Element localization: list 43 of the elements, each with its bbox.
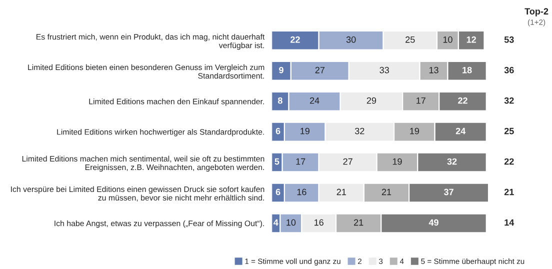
data-label: 10 bbox=[286, 219, 296, 226]
data-label: 24 bbox=[310, 97, 320, 104]
data-label: 27 bbox=[315, 66, 324, 74]
text: 53 bbox=[504, 36, 514, 43]
data-label: 16 bbox=[297, 188, 306, 196]
data-label: 30 bbox=[346, 36, 356, 43]
data-label: 19 bbox=[410, 128, 420, 134]
data-label: 13 bbox=[429, 66, 438, 74]
data-label: 21 bbox=[382, 188, 392, 196]
text: Top-2 bbox=[524, 8, 548, 16]
data-label: 37 bbox=[444, 188, 454, 196]
text: 25 bbox=[504, 128, 514, 134]
data-label: 8 bbox=[278, 97, 282, 104]
text: 21 bbox=[504, 188, 514, 196]
text: 36 bbox=[504, 66, 514, 74]
data-label: 16 bbox=[314, 219, 324, 226]
text: 14 bbox=[504, 219, 514, 226]
data-label: 29 bbox=[366, 97, 376, 104]
data-label: 33 bbox=[380, 66, 389, 74]
data-label: 19 bbox=[300, 128, 310, 134]
data-label: 49 bbox=[428, 219, 438, 226]
text: 22 bbox=[504, 158, 514, 165]
data-label: 10 bbox=[443, 36, 452, 43]
data-label: 32 bbox=[354, 128, 364, 134]
data-label: 12 bbox=[466, 36, 476, 43]
data-label: 32 bbox=[447, 158, 457, 165]
data-label: 17 bbox=[416, 97, 426, 104]
data-label: 6 bbox=[276, 128, 280, 134]
data-label: 24 bbox=[456, 128, 466, 134]
data-label: 4 bbox=[274, 219, 278, 226]
data-label: 5 bbox=[274, 158, 280, 165]
data-label: 18 bbox=[462, 66, 472, 74]
data-label: 21 bbox=[336, 188, 346, 196]
data-label: 6 bbox=[276, 188, 280, 196]
data-label: 27 bbox=[343, 158, 352, 165]
data-label: 25 bbox=[406, 36, 415, 43]
data-label: 22 bbox=[290, 36, 300, 43]
data-label: 21 bbox=[354, 219, 364, 226]
data-label: 22 bbox=[458, 97, 468, 104]
data-label: 19 bbox=[392, 158, 402, 165]
data-label: 9 bbox=[279, 66, 284, 74]
data-label: 17 bbox=[296, 158, 306, 165]
text: 32 bbox=[504, 97, 514, 104]
